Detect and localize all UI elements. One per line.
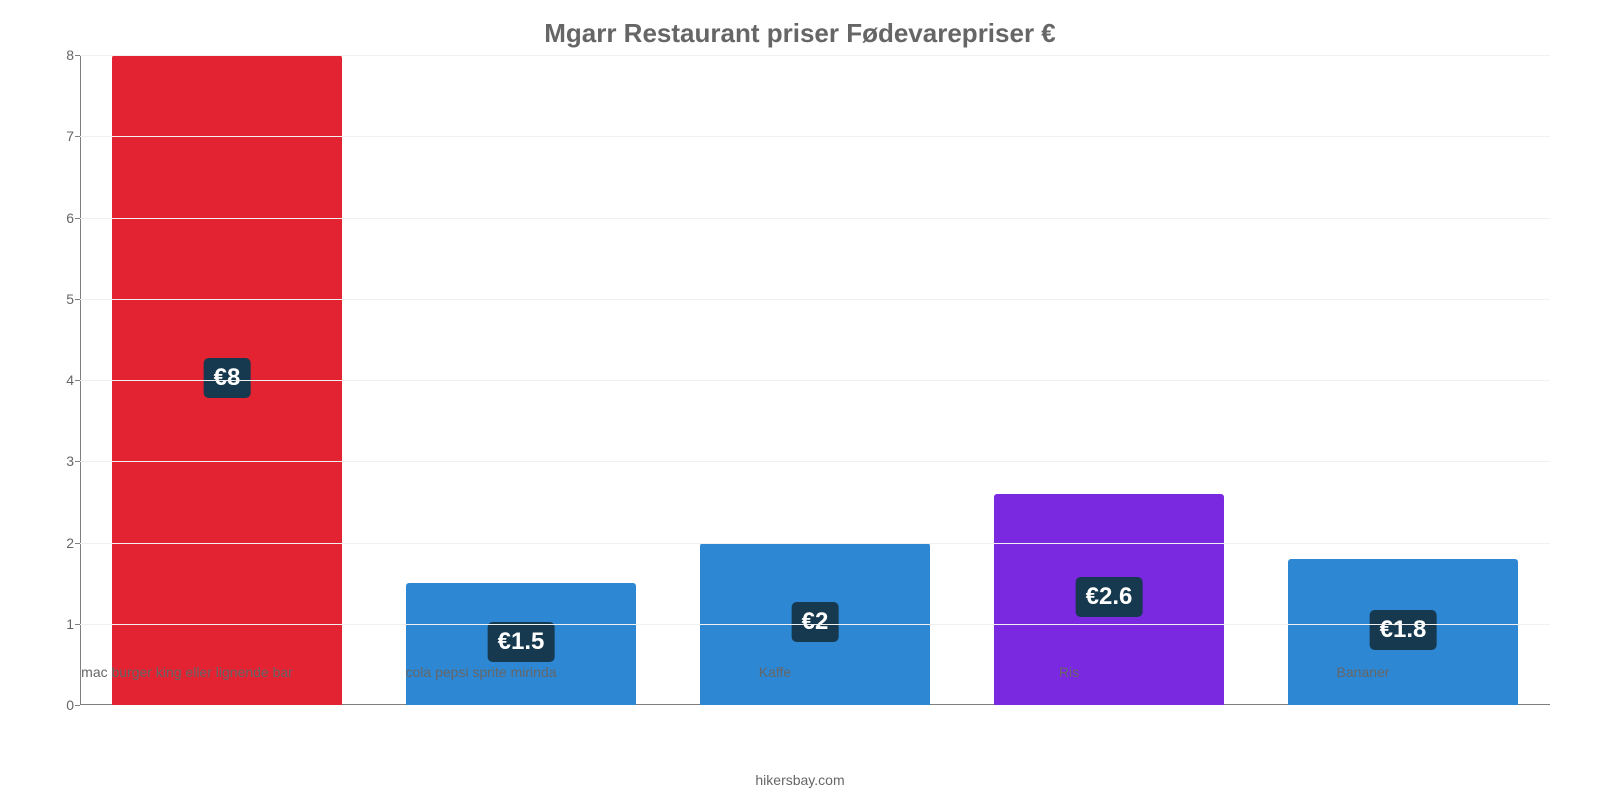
y-tick-label: 7 — [50, 128, 74, 144]
grid-line — [80, 543, 1550, 544]
y-tick-label: 0 — [50, 697, 74, 713]
y-tick-label: 4 — [50, 372, 74, 388]
bar-value-label: €2.6 — [1076, 577, 1143, 617]
y-tick-mark — [75, 55, 80, 56]
y-tick-label: 2 — [50, 535, 74, 551]
grid-line — [80, 136, 1550, 137]
y-tick-mark — [75, 543, 80, 544]
plot-inner: €8€1.5€2€2.6€1.8 012345678 — [80, 55, 1550, 705]
chart-source: hikersbay.com — [0, 772, 1600, 788]
x-category-label: Ris — [1059, 664, 1079, 680]
chart-title: Mgarr Restaurant priser Fødevarepriser € — [40, 10, 1560, 55]
bar-value-label: €1.8 — [1370, 610, 1437, 650]
y-tick-label: 5 — [50, 291, 74, 307]
grid-line — [80, 624, 1550, 625]
y-tick-label: 3 — [50, 453, 74, 469]
bar-value-label: €8 — [204, 358, 251, 398]
x-category-label: Bananer — [1337, 664, 1390, 680]
x-category-label: cola pepsi sprite mirinda — [406, 664, 557, 680]
y-tick-mark — [75, 705, 80, 706]
y-tick-mark — [75, 299, 80, 300]
grid-line — [80, 299, 1550, 300]
x-category-label: mac burger king eller lignende bar — [81, 664, 293, 680]
bar-value-label: €1.5 — [488, 622, 555, 662]
x-category-label: Kaffe — [759, 664, 791, 680]
grid-line — [80, 55, 1550, 56]
y-tick-mark — [75, 218, 80, 219]
y-tick-mark — [75, 624, 80, 625]
y-tick-mark — [75, 461, 80, 462]
price-bar-chart: Mgarr Restaurant priser Fødevarepriser €… — [0, 0, 1600, 800]
bar-value-label: €2 — [792, 602, 839, 642]
plot-area: €8€1.5€2€2.6€1.8 012345678 — [40, 55, 1560, 705]
y-tick-label: 8 — [50, 47, 74, 63]
grid-line — [80, 380, 1550, 381]
y-tick-label: 6 — [50, 210, 74, 226]
y-tick-label: 1 — [50, 616, 74, 632]
grid-line — [80, 218, 1550, 219]
grid-line — [80, 461, 1550, 462]
y-tick-mark — [75, 380, 80, 381]
y-tick-mark — [75, 136, 80, 137]
x-axis-labels: mac burger king eller lignende bar cola p… — [40, 658, 1590, 698]
